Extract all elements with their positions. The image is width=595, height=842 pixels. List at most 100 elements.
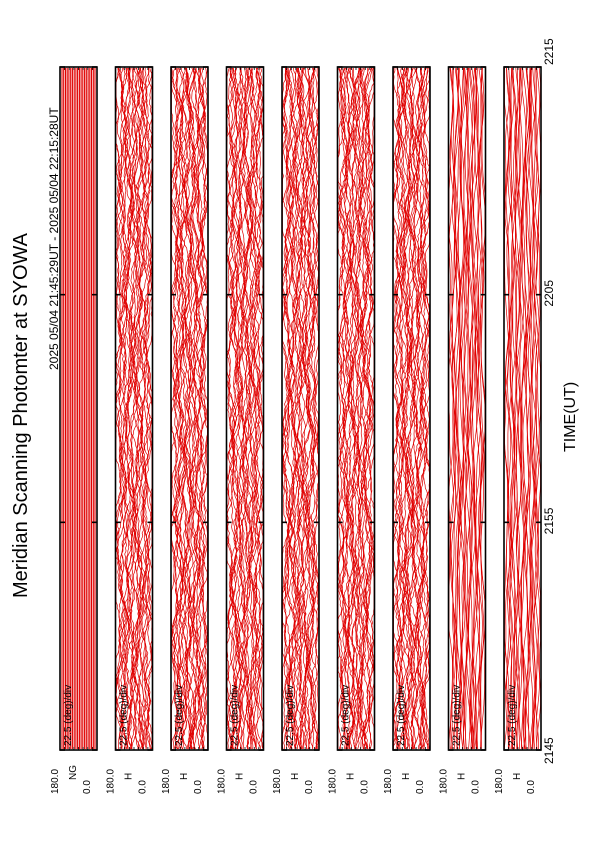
trace-line — [468, 67, 476, 750]
trace-line — [534, 67, 541, 750]
trace-line — [466, 67, 474, 750]
trace-line — [176, 67, 188, 750]
trace-line — [402, 67, 414, 750]
trace-line — [399, 67, 411, 750]
y-tick-top: 180.0 — [328, 769, 339, 794]
trace-line — [240, 67, 251, 750]
y-tick-bottom: 0.0 — [471, 780, 482, 794]
trace-line — [414, 67, 426, 750]
y-tick-bottom: 0.0 — [249, 780, 260, 794]
trace-line — [227, 67, 239, 750]
trace-line — [350, 67, 362, 750]
trace-line — [509, 67, 517, 750]
panel-scale-label: 22.5 (deg)/div — [174, 685, 185, 746]
trace-line — [352, 67, 364, 750]
trace-line — [173, 67, 185, 749]
panel-scale-label: 22.5 (deg)/div — [396, 685, 407, 746]
x-tick-label: 2215 — [542, 38, 556, 65]
y-tick-top: 180.0 — [217, 769, 228, 794]
trace-line — [307, 67, 319, 750]
y-tick-bottom: 0.0 — [82, 780, 93, 794]
chart-title: Meridian Scanning Photomter at SYOWA — [10, 233, 32, 598]
trace-line — [228, 67, 240, 750]
panel-9: 22.5 (deg)/div 180.0 0.0H — [494, 66, 542, 794]
trace-line — [141, 67, 153, 750]
y-tick-bottom: 0.0 — [138, 780, 149, 794]
trace-line — [346, 67, 358, 750]
x-tick-label: 2155 — [542, 507, 556, 534]
panel-channel-label: H — [179, 773, 190, 780]
trace-line — [419, 67, 430, 750]
y-tick-top: 180.0 — [161, 769, 172, 794]
trace-line — [116, 67, 128, 750]
y-tick-bottom: 0.0 — [304, 780, 315, 794]
trace-line — [473, 67, 481, 750]
trace-line — [348, 67, 360, 750]
y-tick-top: 180.0 — [50, 769, 61, 794]
trace-line — [459, 67, 467, 750]
y-tick-bottom: 0.0 — [360, 780, 371, 794]
trace-line — [193, 67, 205, 750]
trace-line — [234, 67, 246, 750]
trace-line — [239, 67, 251, 749]
trace-line — [181, 67, 193, 750]
panel-1: 22.5 (deg)/div 180.0 0.0NG — [50, 66, 98, 794]
trace-line — [182, 67, 194, 750]
trace-line — [178, 67, 190, 750]
panel-channel-label: NG — [68, 765, 79, 780]
trace-line — [255, 67, 264, 750]
trace-line — [531, 67, 538, 750]
trace-line — [131, 67, 143, 750]
panel-8: 22.5 (deg)/div 180.0 0.0H — [439, 66, 487, 794]
trace-line — [514, 67, 521, 749]
trace-line — [418, 67, 430, 750]
trace-line — [297, 67, 309, 750]
panel-2: 22.5 (deg)/div 180.0 0.0H — [106, 66, 154, 794]
trace-line — [309, 67, 319, 750]
trace-line — [251, 67, 263, 750]
trace-line — [287, 67, 299, 750]
trace-line — [189, 67, 202, 750]
y-tick-top: 180.0 — [383, 769, 394, 794]
y-tick-top: 180.0 — [272, 769, 283, 794]
trace-line — [407, 67, 419, 750]
trace-line — [405, 67, 417, 750]
panel-channel-label: H — [235, 773, 246, 780]
chart-subtitle: 2025 05/04 21:45:29UT - 2025 05/04 22:15… — [47, 107, 61, 370]
trace-line — [288, 67, 300, 750]
trace-line — [504, 67, 512, 750]
trace-line — [357, 67, 370, 750]
trace-line — [507, 67, 514, 750]
trace-line — [457, 67, 465, 750]
trace-line — [294, 68, 306, 750]
trace-line — [532, 67, 539, 749]
trace-line — [291, 67, 303, 750]
trace-line — [416, 67, 428, 750]
trace-line — [526, 68, 534, 750]
trace-line — [247, 67, 260, 750]
trace-line — [455, 67, 462, 750]
panel-channel-label: H — [512, 773, 523, 780]
trace-line — [478, 67, 485, 750]
panel-scale-label: 22.5 (deg)/div — [285, 685, 296, 746]
trace-line — [233, 67, 245, 750]
panel-scale-label: 22.5 (deg)/div — [507, 685, 518, 746]
trace-line — [420, 67, 430, 750]
trace-line — [235, 67, 247, 750]
trace-line — [529, 67, 537, 749]
trace-line — [355, 67, 367, 750]
trace-line — [132, 67, 144, 750]
y-tick-bottom: 0.0 — [415, 780, 426, 794]
x-axis-ticks: 2145 2155 2205 2215 — [60, 38, 556, 764]
y-tick-top: 180.0 — [439, 769, 450, 794]
trace-line — [512, 68, 520, 750]
trace-line — [395, 68, 407, 750]
trace-line — [360, 68, 371, 750]
trace-line — [295, 67, 307, 750]
trace-line — [470, 67, 477, 750]
trace-line — [308, 67, 319, 750]
trace-line — [172, 67, 184, 750]
x-axis-label: TIME(UT) — [562, 381, 579, 452]
panel-4: 22.5 (deg)/div 180.0 0.0H — [217, 66, 265, 794]
